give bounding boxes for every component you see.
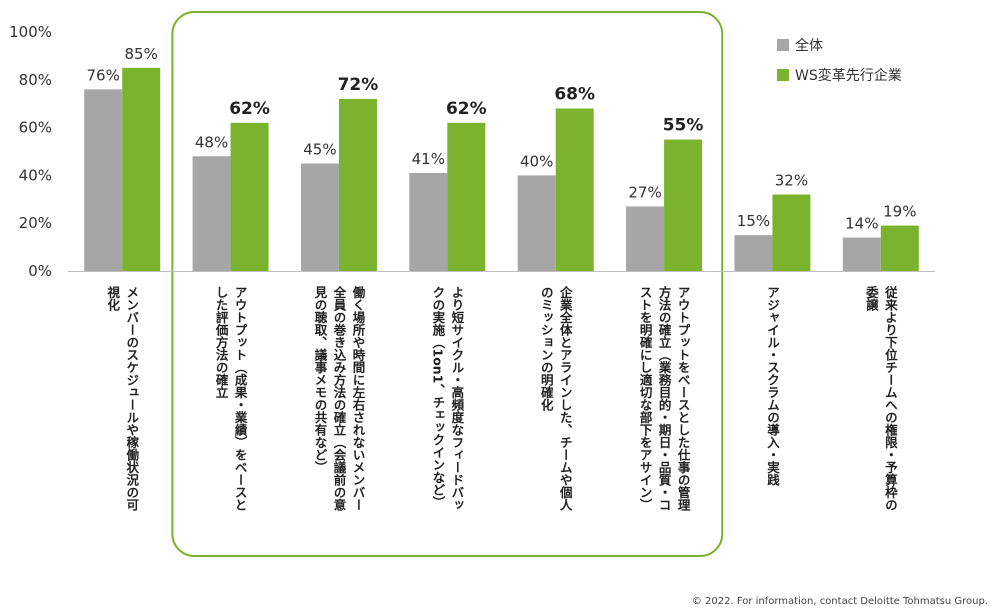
bar-ws-leader bbox=[447, 122, 486, 271]
bar-ws-leader bbox=[772, 194, 811, 271]
data-label: 27% bbox=[628, 183, 661, 201]
data-label: 72% bbox=[338, 75, 379, 95]
data-label: 55% bbox=[663, 116, 704, 136]
data-label: 68% bbox=[554, 84, 595, 104]
bar-ws-leader bbox=[880, 225, 919, 271]
legend-entry: 全体 bbox=[795, 37, 823, 54]
bar-overall bbox=[84, 89, 123, 271]
data-label: 85% bbox=[125, 45, 158, 63]
bar-ws-leader bbox=[555, 108, 594, 271]
y-tick-label: 100% bbox=[9, 23, 52, 41]
y-tick-label: 20% bbox=[19, 214, 52, 232]
y-tick-label: 80% bbox=[19, 71, 52, 89]
data-label: 32% bbox=[775, 172, 808, 190]
bar-overall bbox=[626, 206, 665, 271]
data-label: 48% bbox=[195, 133, 228, 151]
category-label: アジャイル・スクラムの導入・実践 bbox=[764, 286, 780, 486]
legend-swatch bbox=[777, 39, 789, 51]
data-label: 62% bbox=[446, 99, 487, 119]
category-label: より短サイクル・高頻度なフィードバッ クの実施（1on1、チェックインなど） bbox=[430, 286, 465, 511]
data-label: 15% bbox=[737, 212, 770, 230]
data-label: 45% bbox=[303, 140, 336, 158]
bar-overall bbox=[517, 175, 556, 271]
bar-overall bbox=[192, 156, 231, 271]
bar-ws-leader bbox=[230, 122, 269, 271]
bar-overall bbox=[734, 235, 773, 271]
bar-overall bbox=[409, 173, 448, 271]
category-label: アウトプット（成果・業績）をベースと した評価方法の確立 bbox=[213, 286, 248, 511]
bar-ws-leader bbox=[664, 139, 703, 271]
bar-overall bbox=[300, 163, 339, 271]
data-label: 62% bbox=[229, 99, 270, 119]
copyright-text: © 2022. For information, contact Deloitt… bbox=[691, 596, 988, 607]
data-label: 40% bbox=[520, 152, 553, 170]
bar-ws-leader bbox=[122, 67, 161, 271]
data-label: 14% bbox=[845, 215, 878, 233]
legend-entry: WS変革先行企業 bbox=[795, 67, 902, 84]
data-label: 76% bbox=[87, 66, 120, 84]
bar-overall bbox=[842, 237, 881, 271]
category-label: アウトプットをベースとした仕事の管理 方法の確立（業務目的・期日・品質・コ スト… bbox=[637, 286, 691, 511]
category-label: 企業全体とアラインした、チームや個人 のミッションの明確化 bbox=[538, 286, 573, 511]
category-label: 働く場所や時間に左右されないメンバー 全員の巻き込み方法の確立（会議前の意 見の… bbox=[312, 286, 366, 511]
legend-swatch bbox=[777, 69, 789, 81]
data-label: 41% bbox=[412, 150, 445, 168]
category-label: 従来より下位チームへの権限・予算枠の 委譲 bbox=[863, 286, 898, 511]
highlight-box bbox=[171, 11, 724, 557]
category-label: メンバーのスケジュールや稼働状況の可 視化 bbox=[105, 286, 140, 511]
y-tick-label: 40% bbox=[19, 166, 52, 184]
y-tick-label: 0% bbox=[28, 262, 52, 280]
data-label: 19% bbox=[883, 203, 916, 221]
bar-ws-leader bbox=[338, 98, 377, 271]
y-tick-label: 60% bbox=[19, 119, 52, 137]
